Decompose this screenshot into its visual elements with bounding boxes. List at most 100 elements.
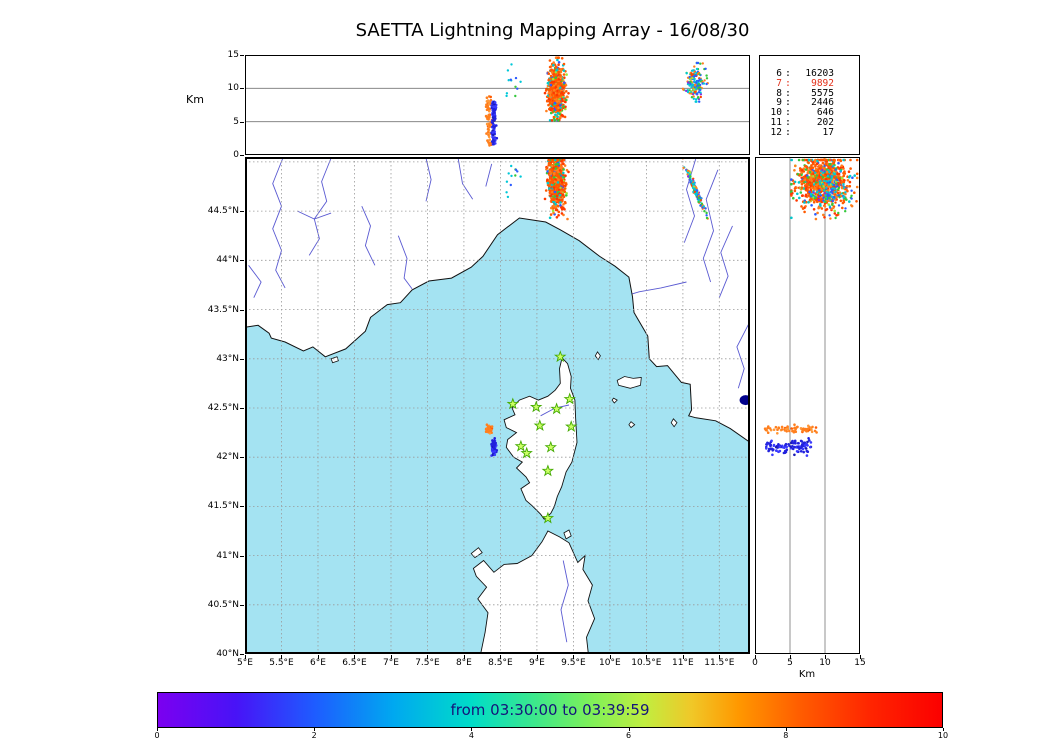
right-xtick-label: 15 xyxy=(854,658,866,668)
colorbar-label: from 03:30:00 to 03:39:59 xyxy=(450,701,650,719)
stats-station-count: 8 xyxy=(776,87,782,99)
tick-mark xyxy=(240,121,244,123)
tick-mark xyxy=(790,655,791,659)
stations-layer xyxy=(506,350,578,524)
land-layer xyxy=(245,157,750,654)
stats-station-count: 7 xyxy=(776,77,782,89)
lon-tick-label: 11.5°E xyxy=(704,658,735,668)
lon-tick-label: 7°E xyxy=(382,658,399,668)
cluster-northeast-cluster xyxy=(681,61,709,103)
tick-mark xyxy=(390,655,392,659)
cluster-high-sparse xyxy=(815,164,852,199)
tick-mark xyxy=(427,655,429,659)
tick-mark xyxy=(628,728,630,731)
altitude-axis-label-top: Km xyxy=(186,93,204,106)
tick-mark xyxy=(240,309,244,311)
station-star-icon xyxy=(529,400,543,413)
station-star-icon xyxy=(550,402,563,415)
colorbar-tick-label: 2 xyxy=(311,731,317,740)
tick-mark xyxy=(240,654,244,655)
stats-row: 6: 16203 xyxy=(768,69,859,79)
tick-mark xyxy=(314,728,316,731)
station-star-icon xyxy=(541,464,555,477)
lon-tick-label: 10°E xyxy=(599,658,621,668)
top-ytick-label: 0 xyxy=(233,150,239,160)
lon-tick-label: 11°E xyxy=(672,658,694,668)
station-star-icon xyxy=(563,392,576,405)
stats-source-count: 16203 xyxy=(805,68,834,79)
tick-mark xyxy=(240,211,244,213)
right-xtick-label: 5 xyxy=(787,658,793,668)
lon-tick-label: 8°E xyxy=(455,658,472,668)
map-gridlines xyxy=(245,157,750,654)
lat-tick-label: 40°N xyxy=(216,649,239,659)
tick-mark xyxy=(536,655,538,659)
lon-tick-label: 5°E xyxy=(237,658,253,668)
tick-mark xyxy=(281,655,283,659)
tick-mark xyxy=(240,555,244,557)
lon-tick-label: 6°E xyxy=(310,658,326,668)
cluster-west-coast-orange xyxy=(484,423,494,435)
mainland-coastline xyxy=(245,217,750,443)
tick-mark xyxy=(471,728,473,731)
colorbar-tick-label: 0 xyxy=(154,731,160,740)
lightning-points-map xyxy=(484,157,750,457)
tick-mark xyxy=(354,655,356,659)
top-ytick-label: 10 xyxy=(227,83,239,94)
tick-mark xyxy=(240,457,244,459)
stats-separator: : xyxy=(785,126,791,138)
tick-mark xyxy=(825,655,826,659)
lat-tick-label: 44.5°N xyxy=(207,206,239,217)
stats-separator: : xyxy=(785,116,791,128)
cluster-west-coast-orange xyxy=(763,423,818,435)
lat-tick-label: 42°N xyxy=(216,452,239,463)
tick-mark xyxy=(573,655,575,659)
lat-tick-label: 43.5°N xyxy=(207,304,239,315)
cluster-west-coast-blue xyxy=(765,437,813,457)
lon-tick-label: 7.5°E xyxy=(415,658,440,668)
stats-station-count: 12 xyxy=(770,126,782,138)
cluster-west-coast-orange xyxy=(484,95,494,147)
top-ytick-label: 5 xyxy=(233,116,239,127)
colorbar-tick-label: 8 xyxy=(783,731,789,740)
cluster-high-sparse xyxy=(505,164,522,199)
map-border xyxy=(245,157,750,654)
tick-mark xyxy=(719,655,721,659)
stats-separator: : xyxy=(785,68,791,79)
tick-mark xyxy=(500,655,502,659)
tick-mark xyxy=(609,655,611,659)
lon-tick-label: 9°E xyxy=(528,658,545,668)
lon-tick-label: 8.5°E xyxy=(488,658,513,668)
cluster-high-sparse xyxy=(505,63,522,98)
station-star-icon xyxy=(544,440,557,453)
cluster-main-storm xyxy=(543,158,570,221)
stats-station-count: 10 xyxy=(770,107,782,119)
lat-tick-label: 41°N xyxy=(216,550,239,561)
figure-title: SAETTA Lightning Mapping Array - 16/08/3… xyxy=(355,20,750,41)
sources-per-station-panel: 6:16203 7:9892 8:5575 9:2446 10:646 11:202 12:… xyxy=(759,55,860,155)
station-star-icon xyxy=(506,397,520,410)
lon-tick-label: 9.5°E xyxy=(561,658,586,668)
stats-separator: : xyxy=(785,87,791,99)
altitude-axis-label-bottom: Km xyxy=(798,669,816,680)
stats-row: 12: 17 xyxy=(768,126,859,138)
stats-row: 10: 646 xyxy=(768,108,859,118)
tick-mark xyxy=(646,655,648,659)
lon-tick-label: 6.5°E xyxy=(342,658,367,668)
colorbar-tick-label: 4 xyxy=(468,731,474,740)
top-ytick-label: 15 xyxy=(227,50,239,60)
tick-mark xyxy=(317,655,319,659)
stats-row: 8: 5575 xyxy=(768,87,859,99)
colorbar-tick-label: 10 xyxy=(937,731,949,740)
tick-mark xyxy=(755,655,756,659)
station-star-icon xyxy=(514,439,528,452)
station-star-icon xyxy=(520,446,533,459)
stats-separator: : xyxy=(785,97,791,109)
right-panel-border xyxy=(755,157,860,654)
tick-mark xyxy=(463,655,465,659)
cluster-northeast-cluster xyxy=(681,157,709,220)
tick-mark xyxy=(245,655,246,659)
stats-station-count: 6 xyxy=(776,68,782,79)
tick-mark xyxy=(240,155,244,156)
